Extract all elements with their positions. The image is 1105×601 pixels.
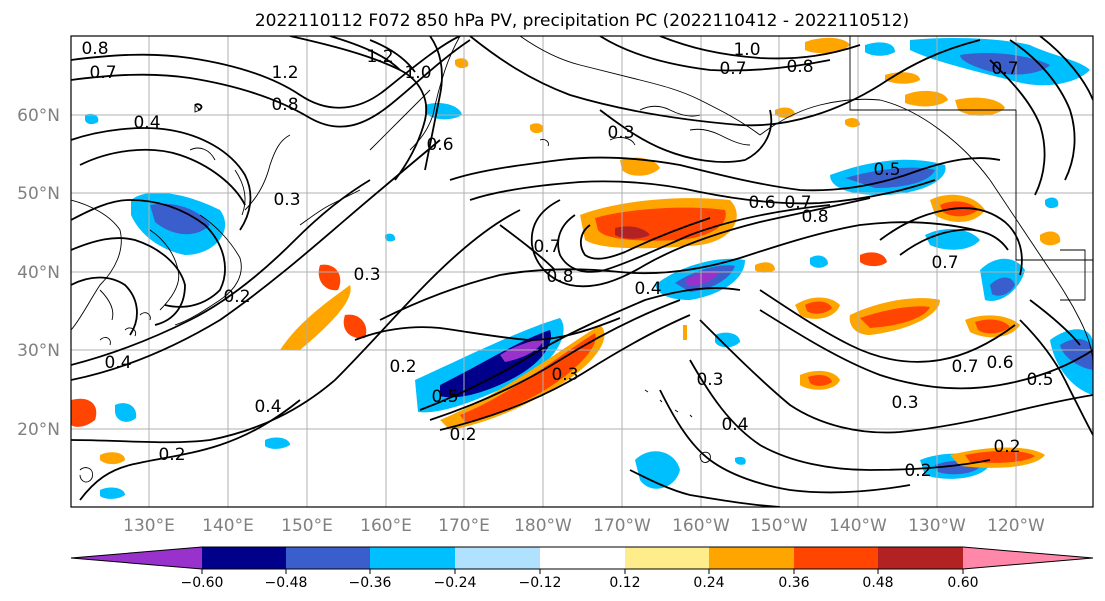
contour-label: 0.2 <box>389 357 416 377</box>
colorbar-swatch <box>963 547 1093 569</box>
contour-label: 0.8 <box>786 57 813 77</box>
lat-label: 40°N <box>17 263 60 283</box>
contour-label: 1.0 <box>733 40 760 60</box>
colorbar-swatch <box>370 547 455 569</box>
contour-label: 1.0 <box>404 63 431 83</box>
colorbar: −0.60 −0.48 −0.36 −0.24 −0.12 0.12 0.24 0.36 0.4… <box>70 546 1094 591</box>
colorbar-swatch <box>202 547 286 569</box>
contour-label: 0.8 <box>546 267 573 287</box>
figure-title: 2022110112 F072 850 hPa PV, precipitatio… <box>255 11 909 31</box>
lon-label: 180°W <box>514 516 572 536</box>
lon-label: 130°W <box>908 516 966 536</box>
contour-label: 0.4 <box>104 353 131 373</box>
contour-label: 0.7 <box>784 193 811 213</box>
colorbar-tick-label: −0.12 <box>519 575 562 591</box>
contour-label: 0.7 <box>951 357 978 377</box>
contour-label: 1.2 <box>271 63 298 83</box>
lon-label: 150°W <box>750 516 808 536</box>
contour-label: 0.7 <box>931 253 958 273</box>
contour-label: 0.3 <box>607 123 634 143</box>
colorbar-tick-label: 0.60 <box>947 575 978 591</box>
contour-label: 0.6 <box>986 353 1013 373</box>
colorbar-swatch <box>794 547 878 569</box>
contour-label: 0.5 <box>1026 370 1053 390</box>
lat-label: 50°N <box>17 184 60 204</box>
contour-label: 0.3 <box>891 393 918 413</box>
colorbar-tick-label: −0.60 <box>181 575 224 591</box>
colorbar-swatch <box>709 547 794 569</box>
contour-label: 0.3 <box>273 190 300 210</box>
lon-label: 160°E <box>360 516 412 536</box>
colorbar-tick-label: 0.24 <box>693 575 724 591</box>
contour-label: 0.7 <box>991 59 1018 79</box>
contour-label: 0.7 <box>533 237 560 257</box>
contour-label: 0.2 <box>449 425 476 445</box>
contour-label: 0.8 <box>801 207 828 227</box>
contour-label: 0.5 <box>873 160 900 180</box>
lon-label: 170°E <box>438 516 490 536</box>
colorbar-swatch <box>540 547 625 569</box>
contour-label: 0.2 <box>158 445 185 465</box>
coastlines <box>71 36 1093 483</box>
lon-label: 130°E <box>123 516 175 536</box>
contour-label: 0.4 <box>634 279 661 299</box>
contour-label: 0.8 <box>271 95 298 115</box>
contour-label: 1.2 <box>366 47 393 67</box>
colorbar-swatch <box>71 547 202 569</box>
contour-label: 0.4 <box>721 415 748 435</box>
contour-label: 0.4 <box>133 113 160 133</box>
lon-label: 160°W <box>672 516 730 536</box>
contour-label: 0.7 <box>719 59 746 79</box>
contour-label: 0.8 <box>81 39 108 59</box>
lon-label: 140°W <box>829 516 887 536</box>
colorbar-tick-label: −0.24 <box>434 575 477 591</box>
contour-label: 0.3 <box>551 365 578 385</box>
colorbar-swatch <box>625 547 709 569</box>
contour-label: 0.2 <box>993 437 1020 457</box>
contour-label: 0.6 <box>748 193 775 213</box>
colorbar-tick-label: 0.36 <box>778 575 809 591</box>
colorbar-swatch <box>878 547 963 569</box>
colorbar-tick-label: 0.12 <box>609 575 640 591</box>
colorbar-tick-label: −0.48 <box>265 575 308 591</box>
lat-label: 60°N <box>17 106 60 126</box>
lon-label: 150°E <box>281 516 333 536</box>
colorbar-tick-label: −0.36 <box>349 575 392 591</box>
contour-label: 0.2 <box>904 461 931 481</box>
colorbar-tick-label: 0.48 <box>862 575 893 591</box>
contour-labels: 0.80.7 1.20.80.41.01.20.61.00.7 0.80.30.50… <box>81 39 1053 481</box>
colorbar-swatch <box>455 547 540 569</box>
contour-label: 0.2 <box>223 287 250 307</box>
contour-label: 0.3 <box>353 265 380 285</box>
longitude-labels: 130°E 140°E 150°E 160°E 170°E 180°W 170°… <box>123 516 1045 536</box>
lon-label: 170°W <box>593 516 651 536</box>
contour-label: 0.3 <box>696 370 723 390</box>
latitude-labels: 60°N 50°N 40°N 30°N 20°N <box>17 106 60 440</box>
contour-label: 0.6 <box>426 135 453 155</box>
colorbar-swatch <box>286 547 370 569</box>
contour-label: 0.7 <box>89 63 116 83</box>
lon-label: 120°W <box>987 516 1045 536</box>
contour-label: 0.4 <box>254 397 281 417</box>
pv-contours <box>71 36 1093 507</box>
map-panel: 0.80.7 1.20.80.41.01.20.61.00.7 0.80.30.50… <box>70 35 1094 508</box>
contour-label: 0.5 <box>431 387 458 407</box>
lat-label: 30°N <box>17 341 60 361</box>
lat-label: 20°N <box>17 420 60 440</box>
lon-label: 140°E <box>202 516 254 536</box>
